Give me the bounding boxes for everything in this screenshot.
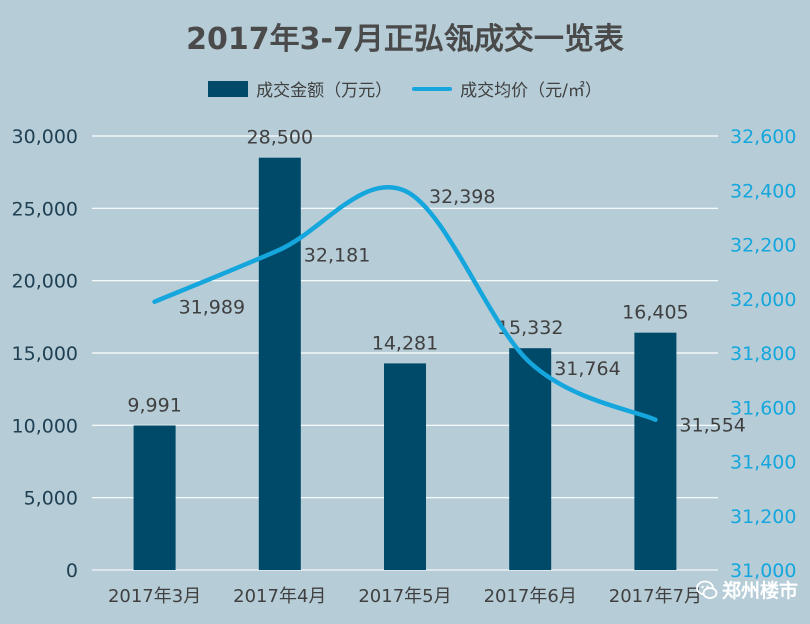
line-data-label: 32,181 [304,245,370,267]
bar [133,425,176,570]
watermark-text: 郑州楼市 [721,580,798,602]
watermark: 郑州楼市 [696,576,798,603]
y-left-tick-label: 25,000 [12,198,78,220]
line-data-label: 31,554 [679,415,745,437]
bar-data-label: 15,332 [497,317,563,339]
chart-title: 2017年3-7月正弘瓴成交一览表 [186,22,624,57]
legend-swatch-bar [208,80,249,97]
y-left-tick-label: 20,000 [12,271,78,293]
y-right-tick-label: 32,400 [730,180,796,202]
series-line-avg-price [152,184,658,422]
legend: 成交金额（万元） 成交均价（元/㎡） [0,76,810,101]
line-data-label: 32,398 [429,186,495,208]
bar-data-label: 9,991 [127,394,181,416]
bar-data-label: 14,281 [372,332,438,354]
y-left-tick-label: 15,000 [12,343,78,365]
y-left-tick-label: 0 [66,560,78,582]
x-tick-label: 2017年3月 [108,586,201,607]
y-left-tick-label: 10,000 [12,415,78,437]
legend-item-amount: 成交金额（万元） [208,76,392,101]
bar [634,332,677,570]
y-right-tick-label: 31,200 [730,506,796,528]
legend-swatch-line [412,86,453,91]
bar [258,157,301,570]
wechat-icon [696,580,718,599]
y-left-tick-label: 5,000 [24,488,78,510]
y-right-tick-label: 31,000 [730,560,796,582]
bar-data-label: 16,405 [622,302,688,324]
legend-item-price: 成交均价（元/㎡） [412,76,602,101]
y-right-tick-label: 32,000 [730,289,796,311]
legend-label-amount: 成交金额（万元） [256,81,393,101]
x-tick-label: 2017年4月 [233,586,326,607]
line-data-label: 31,989 [179,297,245,319]
x-tick-label: 2017年7月 [609,586,702,607]
y-left-tick-label: 30,000 [12,126,78,148]
line-data-label: 31,764 [554,358,620,380]
bar [509,348,552,570]
y-right-tick-label: 31,400 [730,452,796,474]
y-right-tick-label: 31,600 [730,397,796,419]
legend-label-price: 成交均价（元/㎡） [460,81,602,101]
y-right-tick-label: 31,800 [730,343,796,365]
bar [384,363,426,570]
bar-data-label: 28,500 [247,127,313,149]
x-tick-label: 2017年5月 [358,586,451,607]
x-tick-label: 2017年6月 [484,586,577,607]
y-right-tick-label: 32,200 [730,235,796,257]
y-right-tick-label: 32,600 [730,126,796,148]
